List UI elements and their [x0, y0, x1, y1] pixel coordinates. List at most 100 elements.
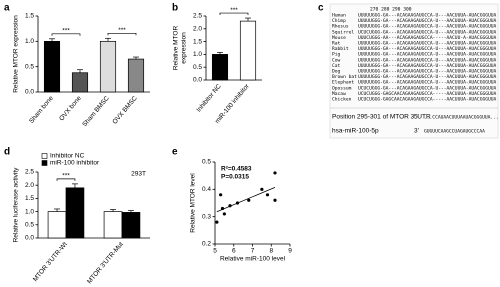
species-name: Chicken: [332, 97, 352, 103]
bar: [43, 40, 61, 93]
panel-letter: e: [172, 147, 178, 158]
panel-letter: a: [4, 3, 10, 14]
x-tick-label: MTOR 3'UTR-Mut: [86, 241, 125, 286]
sequence: UUUUUGGG-GA---ACAGAAGAUGCCA-U---AACUUUA-…: [358, 13, 497, 19]
species-name: Macaw: [332, 91, 346, 97]
y-tick-label: 0.3: [202, 213, 211, 220]
significance-bracket: [107, 32, 137, 36]
error-bar: [77, 69, 83, 73]
y-tick-label: 1.0: [25, 38, 34, 45]
y-tick-label: 1.0: [25, 208, 34, 215]
error-bar: [133, 56, 139, 60]
sequence: UUUUUGGG-GA---ACAGAAGAUGCCA-U---AACUUUA-…: [358, 74, 497, 80]
strand-end: 5': [414, 114, 419, 121]
legend-swatch: [41, 153, 48, 159]
sequence: UUUUUGGG-GA---ACAGAAGAUGCCA-U---AACUUUA-…: [358, 80, 497, 86]
sequence: UCUCUGGG-GA---ACAGAAGAUGCCA-U---AACUUUA-…: [358, 29, 497, 35]
y-tick-label: 0.5: [202, 159, 211, 166]
panel-letter: c: [318, 3, 324, 14]
x-tick-label: Inhibitor NC: [195, 83, 223, 114]
species-name: Mouse: [332, 35, 346, 41]
y-axis-label: Relative MTOR level: [190, 173, 197, 233]
species-name: Rhesus: [332, 24, 349, 30]
point: [235, 201, 240, 205]
sequence: UUUUUGGG-GA---ACAGAAGAUGCCA-U---AACUUUA-…: [358, 69, 497, 75]
point: [219, 193, 223, 197]
significance-label: ***: [62, 28, 70, 35]
species-name: Squirrel: [332, 29, 354, 35]
x-axis-label: Relative miR-100 level: [220, 256, 286, 263]
legend-swatch: [41, 160, 48, 166]
x-tick-label: 8: [269, 248, 273, 255]
pair-label: hsa-miR-100-5p: [332, 128, 379, 135]
bar: [211, 54, 229, 81]
species-name: Brown bat: [332, 74, 357, 80]
y-tick-label: 2.0: [25, 182, 34, 189]
y-tick-label: 0.5: [25, 222, 34, 229]
y-tick-label: 2.5: [25, 169, 34, 176]
species-name: Cat: [332, 63, 341, 69]
y-axis-label: expression: [181, 32, 188, 64]
y-tick-label: 1.5: [25, 195, 34, 202]
y-tick-label: 0.4: [202, 186, 211, 193]
species-name: Dog: [332, 69, 341, 75]
error-bar: [71, 183, 78, 188]
x-tick-label: 7: [251, 248, 255, 255]
point: [215, 220, 219, 224]
panel-letter: b: [172, 3, 178, 14]
x-tick-label: 9: [288, 248, 292, 255]
y-tick-label: 0.0: [25, 235, 34, 242]
annotation: 293T: [131, 171, 146, 178]
x-tick-label: 6: [232, 248, 236, 255]
species-name: Chimp: [332, 18, 346, 24]
alignment-box: [329, 3, 499, 139]
y-tick-label: 0.5: [193, 64, 202, 71]
error-bar: [217, 52, 223, 55]
significance-label: ***: [230, 7, 238, 14]
bar: [239, 20, 257, 81]
strand-end: 3': [414, 128, 419, 135]
bar: [47, 211, 67, 239]
species-name: Cow: [332, 57, 341, 63]
significance-bracket: [51, 33, 81, 36]
species-name: Rabbit: [332, 46, 349, 52]
y-tick-label: 1.5: [25, 13, 34, 20]
y-tick-label: 0.2: [202, 241, 211, 248]
y-tick-label: 1.5: [193, 38, 202, 45]
point: [247, 198, 251, 202]
pair-sequence: ...CCAUAACUUUAAUACGGGUUA...: [424, 115, 499, 121]
bar: [127, 58, 145, 93]
sequence: UCUCUGGG-GAGCAACAGAAGAUGCCA-----AACUUUA-…: [358, 91, 497, 97]
sequence: UUUUUGGG-GA---ACAGAAGAUGCCA-U---AACUUUA-…: [358, 46, 497, 52]
sequence: UCUCUGGG-GAGCAACAGAAGAUGCCA-----AACUUUA-…: [358, 97, 497, 103]
point: [273, 198, 277, 202]
bar: [65, 187, 85, 239]
sequence: UUUUUGGG-GA---ACAGAAGAUGCCA-U---AACUUUA-…: [358, 24, 497, 30]
species-name: Opossum: [332, 85, 352, 91]
bar: [103, 211, 123, 239]
y-tick-label: 1.0: [193, 51, 202, 58]
annotation: R²=0.4583: [221, 166, 252, 173]
y-tick-label: 0.5: [25, 63, 34, 70]
alignment-header: 270 280 290 300: [370, 7, 412, 13]
annotation: P=0.0315: [221, 174, 249, 181]
sequence: UUUUUGGG-GA---ACAGAAGAUGCCA-U---AACUUUA-…: [358, 18, 497, 24]
point: [222, 212, 226, 216]
y-tick-label: 2.0: [193, 26, 202, 33]
x-tick-label: Sham BMSC: [81, 95, 111, 129]
error-bar: [49, 38, 55, 42]
point: [220, 206, 225, 211]
error-bar: [105, 37, 111, 42]
error-bar: [245, 17, 251, 22]
x-tick-label: OVX BMSC: [111, 95, 139, 126]
bar: [121, 212, 141, 239]
y-tick-label: 0.0: [193, 77, 202, 84]
point: [228, 204, 232, 208]
sequence: UUUCUGGG-AA---ACAGAAGAUGCCA-----AACUU-A-…: [358, 35, 497, 41]
significance-label: ***: [118, 27, 126, 34]
significance-bracket: [56, 178, 76, 181]
x-tick-label: MTOR 3'UTR-Wt: [32, 241, 69, 283]
point: [260, 187, 264, 191]
bar: [99, 40, 117, 93]
